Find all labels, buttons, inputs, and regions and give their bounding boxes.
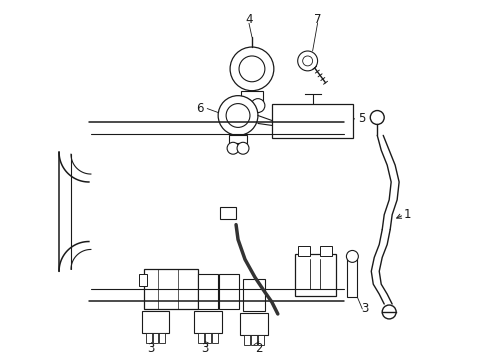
Bar: [220, 207, 236, 219]
Bar: [146, 333, 151, 343]
Circle shape: [227, 142, 239, 154]
Circle shape: [251, 99, 265, 113]
Bar: [144, 269, 198, 309]
Circle shape: [226, 104, 250, 127]
Text: 5: 5: [358, 112, 365, 125]
Text: 3: 3: [147, 342, 154, 355]
Circle shape: [303, 56, 313, 66]
Text: 6: 6: [196, 102, 204, 115]
Circle shape: [382, 305, 396, 319]
Circle shape: [298, 51, 318, 71]
Bar: [212, 333, 218, 343]
Circle shape: [239, 56, 265, 82]
Circle shape: [218, 96, 258, 135]
Bar: [205, 333, 211, 343]
Circle shape: [230, 47, 274, 91]
Bar: [251, 335, 257, 345]
Bar: [139, 274, 147, 286]
Bar: [195, 311, 222, 333]
Circle shape: [370, 111, 384, 125]
Bar: [294, 255, 337, 296]
Bar: [152, 333, 158, 343]
Circle shape: [237, 142, 249, 154]
Bar: [142, 311, 170, 333]
Bar: [241, 91, 263, 100]
Circle shape: [239, 99, 253, 113]
Circle shape: [346, 251, 358, 262]
Bar: [229, 135, 247, 143]
Bar: [159, 333, 166, 343]
Bar: [258, 335, 264, 345]
Bar: [319, 247, 332, 256]
Bar: [198, 274, 218, 309]
Bar: [243, 279, 265, 311]
Bar: [347, 260, 357, 297]
Bar: [298, 247, 310, 256]
Text: 7: 7: [314, 13, 321, 26]
Bar: [240, 313, 268, 335]
Text: 2: 2: [255, 342, 263, 355]
Bar: [198, 333, 204, 343]
Text: 3: 3: [362, 302, 369, 315]
Bar: [219, 274, 239, 309]
Text: 4: 4: [245, 13, 253, 26]
Bar: [272, 104, 353, 138]
Text: 3: 3: [201, 342, 209, 355]
Bar: [244, 335, 250, 345]
Text: 1: 1: [403, 208, 411, 221]
